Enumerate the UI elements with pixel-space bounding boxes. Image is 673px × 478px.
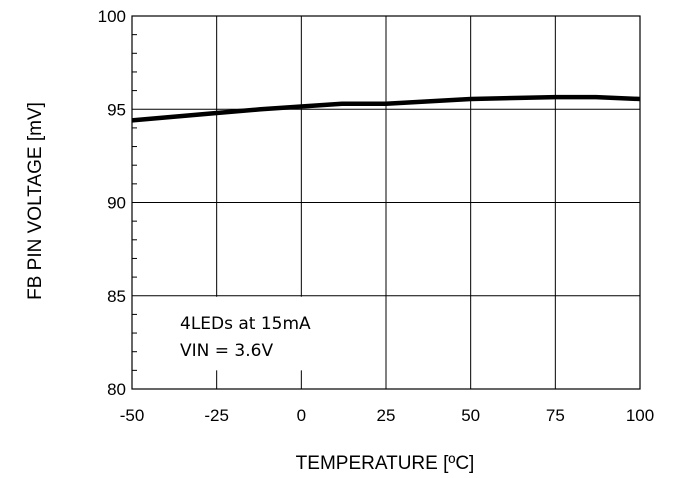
y-tick-label: 90 (107, 194, 126, 213)
plot-frame (131, 15, 641, 390)
y-tick-label: 80 (107, 380, 126, 399)
annotation-line-1: 4LEDs at 15mA (180, 314, 311, 334)
y-tick-labels: 80 85 90 95 100 (98, 7, 126, 399)
x-tick-label: 25 (377, 406, 396, 425)
x-tick-label: 75 (546, 406, 565, 425)
y-tick-label: 95 (107, 100, 126, 119)
y-tick-label: 85 (107, 287, 126, 306)
annotation-box (148, 296, 353, 371)
x-axis-title: TEMPERATURE [ºC] (296, 453, 475, 474)
x-tick-label: 100 (626, 406, 654, 425)
annotation-line-2: VIN = 3.6V (180, 341, 273, 361)
x-tick-label: 0 (297, 406, 306, 425)
y-axis-title: FB PIN VOLTAGE [mV] (25, 102, 46, 300)
x-tick-label: 50 (461, 406, 480, 425)
x-tick-label: -50 (120, 406, 145, 425)
minor-ticks (132, 34, 137, 371)
series-line (131, 94, 641, 123)
y-tick-label: 100 (98, 7, 126, 26)
x-tick-label: -25 (204, 406, 229, 425)
x-tick-labels: -50 -25 0 25 50 75 100 (120, 406, 654, 425)
